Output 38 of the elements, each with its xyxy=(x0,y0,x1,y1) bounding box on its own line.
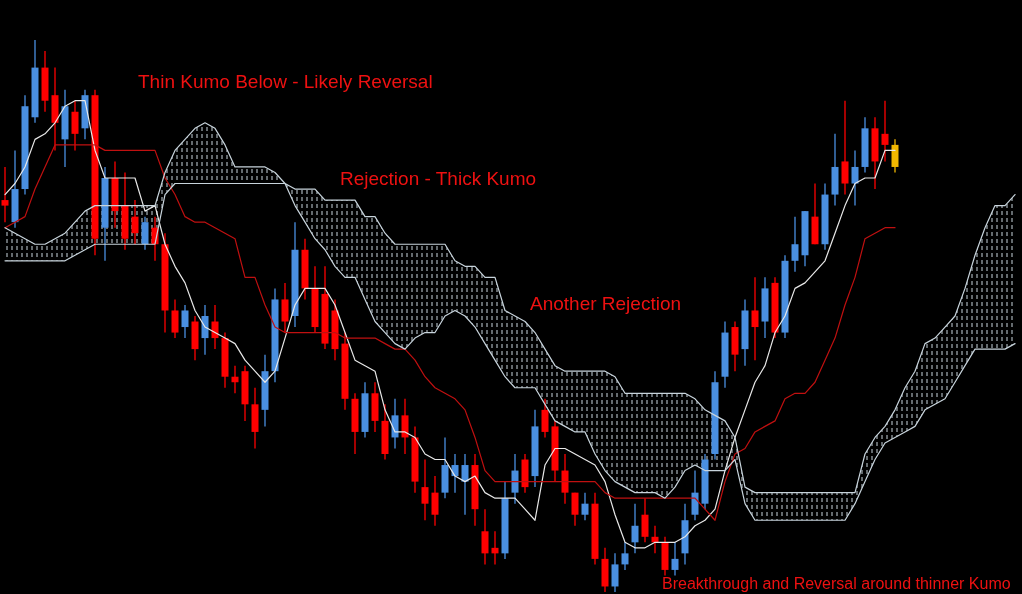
candlestick xyxy=(71,100,79,152)
candlestick xyxy=(281,282,289,334)
annotation: Another Rejection xyxy=(530,293,682,314)
candlestick xyxy=(201,304,209,356)
candlestick xyxy=(481,508,489,566)
candlestick xyxy=(631,503,639,555)
candlestick xyxy=(421,458,429,521)
candlestick xyxy=(621,541,629,571)
candlestick xyxy=(1,166,9,223)
candlestick xyxy=(881,100,889,163)
candlestick xyxy=(581,491,589,521)
candlestick xyxy=(401,398,409,455)
candlestick xyxy=(611,552,619,593)
annotation: Thin Kumo Below - Likely Reversal xyxy=(138,71,433,92)
candlestick xyxy=(171,298,179,339)
annotation: Rejection - Thick Kumo xyxy=(340,168,537,189)
candlestick xyxy=(641,497,649,543)
candlestick xyxy=(451,453,459,494)
candlestick xyxy=(671,541,679,577)
candlestick xyxy=(541,398,549,439)
candlestick xyxy=(751,276,759,361)
candlestick xyxy=(851,149,859,207)
candlestick xyxy=(131,199,139,245)
candlestick xyxy=(491,530,499,566)
candlestick xyxy=(141,215,149,251)
candlestick xyxy=(571,491,579,527)
candlestick xyxy=(841,100,849,196)
candlestick xyxy=(231,365,239,394)
annotation: Breakthrough and Reversal around thinner Kumo xyxy=(662,575,1011,592)
candlestick xyxy=(651,525,659,555)
candlestick xyxy=(561,453,569,505)
candlestick xyxy=(181,304,189,339)
candlestick xyxy=(461,453,469,516)
candlestick xyxy=(511,453,519,505)
candlestick xyxy=(791,215,799,273)
candlestick xyxy=(431,475,439,527)
candlestick xyxy=(691,469,699,521)
candlestick xyxy=(891,138,899,174)
